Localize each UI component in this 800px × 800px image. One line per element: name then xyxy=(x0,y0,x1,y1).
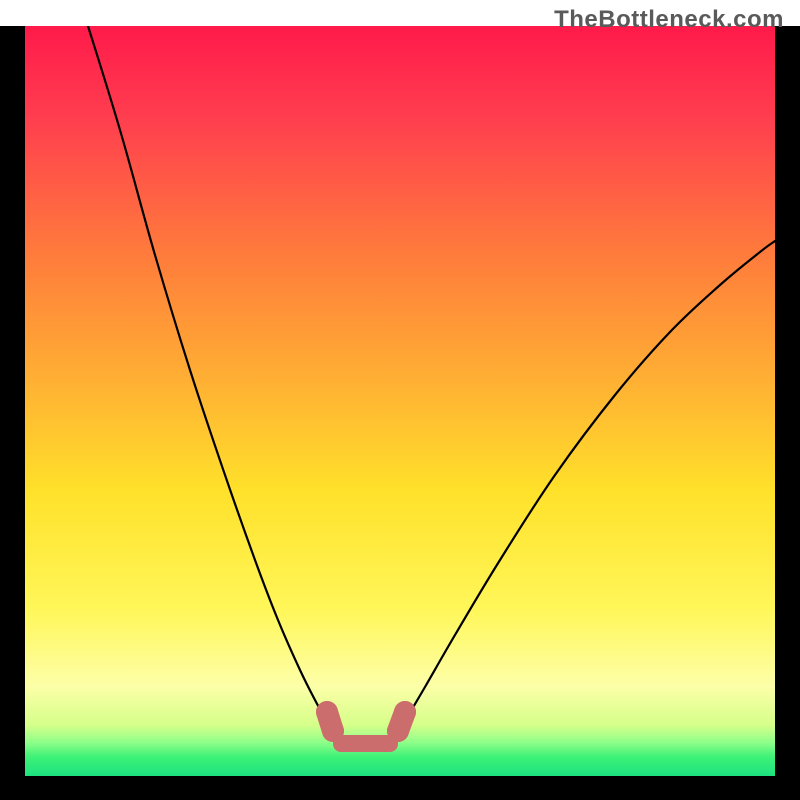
chart-svg xyxy=(0,26,800,800)
curve-right-branch xyxy=(398,241,775,734)
valley-marker-dot xyxy=(316,701,338,723)
curve-left-branch xyxy=(88,26,334,734)
valley-marker-dot xyxy=(387,720,409,742)
valley-marker-dot xyxy=(394,701,416,723)
valley-marker-dot xyxy=(322,720,344,742)
chart-outer-frame xyxy=(0,26,800,800)
watermark-text: TheBottleneck.com xyxy=(554,6,784,34)
valley-marker xyxy=(333,735,398,752)
